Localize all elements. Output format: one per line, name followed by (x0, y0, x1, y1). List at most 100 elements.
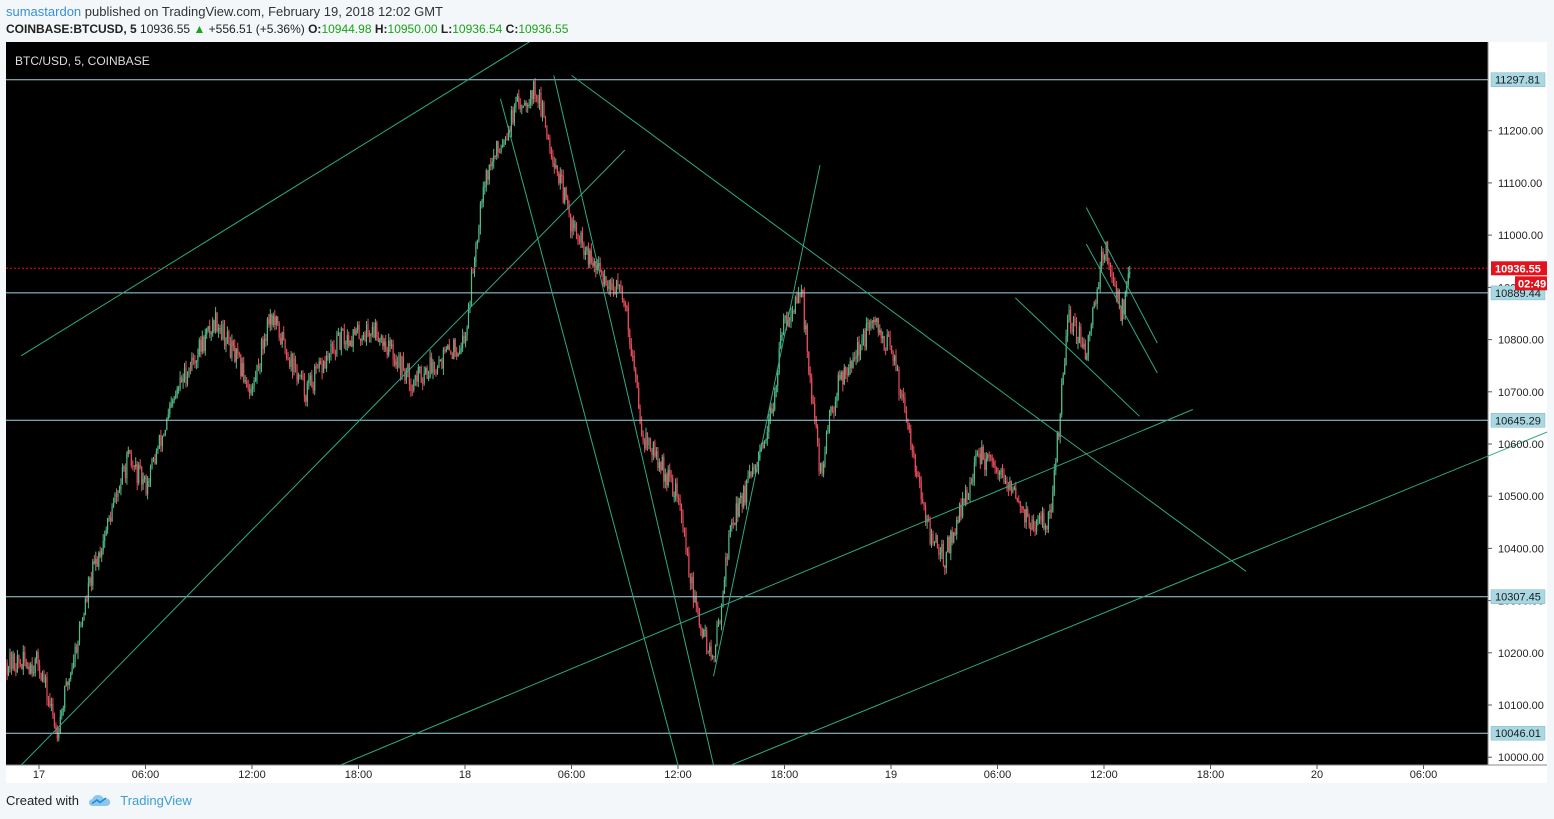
candle-body (43, 673, 45, 683)
candle-body (1065, 336, 1067, 365)
candle-body (654, 442, 656, 457)
candle-body (531, 90, 533, 99)
candle-body (1015, 487, 1017, 499)
candle-body (716, 624, 718, 646)
candle-body (1046, 525, 1048, 530)
candle-body (749, 471, 751, 477)
candle-body (859, 345, 862, 355)
candle-body (960, 504, 962, 517)
candle-body (1075, 322, 1078, 344)
candle-body (71, 667, 73, 674)
candle-body (1098, 287, 1100, 289)
candle-body (256, 364, 258, 378)
candle-body (701, 629, 703, 638)
candle-body (617, 280, 619, 286)
candle-body (407, 364, 409, 371)
candle-body (1127, 274, 1129, 285)
author-link[interactable]: sumastardon (6, 4, 82, 19)
candle-body (506, 139, 508, 141)
candle-body (852, 358, 854, 369)
candle-body (783, 318, 785, 335)
candle-body (333, 346, 335, 354)
x-tick-label: 17 (33, 769, 45, 781)
candle-body (805, 325, 807, 330)
candle-body (428, 377, 430, 379)
candle-body (49, 700, 51, 706)
candle-body (719, 621, 721, 623)
candle-body (845, 367, 847, 374)
candle-body (862, 330, 865, 340)
candle-body (904, 397, 906, 413)
candle-body (1061, 384, 1063, 415)
candle-body (1077, 342, 1079, 344)
plot-background (6, 42, 1488, 765)
y-tick-label: 10800.00 (1498, 335, 1544, 347)
candle-body (898, 369, 900, 395)
candle-body (12, 654, 14, 669)
candle-body (550, 147, 552, 157)
candle-body (657, 451, 659, 469)
candle-body (500, 147, 502, 153)
candle-body (213, 320, 215, 332)
candle-body (586, 247, 588, 251)
candle-body (99, 552, 101, 557)
candle-body (1022, 506, 1024, 510)
candle-body (399, 354, 402, 376)
candle-body (342, 328, 344, 331)
candle-body (1040, 515, 1042, 521)
candle-body (620, 284, 622, 288)
price-chart[interactable]: 11200.0011100.0011000.0010900.0010800.00… (6, 37, 1554, 783)
candle-body (238, 353, 240, 355)
close-value: 10936.55 (518, 22, 569, 36)
candle-body (553, 163, 555, 168)
candle-body (941, 544, 943, 553)
candle-body (189, 368, 192, 370)
candle-body (154, 458, 156, 464)
candle-body (95, 558, 97, 564)
candle-body (204, 334, 206, 352)
candle-body (855, 356, 857, 359)
candle-body (609, 280, 612, 290)
candle-body (16, 655, 18, 673)
chart-container[interactable]: 11200.0011100.0011000.0010900.0010800.00… (6, 37, 1554, 783)
candle-body (362, 334, 365, 339)
candle-body (871, 321, 873, 323)
candle-body (212, 320, 214, 334)
candle-body (173, 397, 175, 401)
candle-body (527, 105, 529, 107)
candle-body (639, 408, 641, 424)
candle-body (757, 458, 760, 472)
candle-body (55, 726, 57, 729)
candle-body (957, 520, 959, 522)
candle-body (590, 250, 592, 263)
candle-body (1072, 318, 1075, 332)
level-price-label-bg (1490, 413, 1546, 428)
candle-body (660, 462, 662, 471)
candle-body (899, 394, 902, 396)
candle-body (524, 102, 526, 106)
candle-body (954, 532, 956, 535)
candle-body (976, 453, 978, 455)
candle-body (479, 203, 481, 228)
candle-body (326, 356, 328, 369)
high-label: H: (374, 22, 388, 36)
candle-body (351, 340, 353, 347)
candle-body (886, 334, 888, 351)
candle-body (544, 117, 547, 128)
time-axis[interactable]: 17 06:00 12:00 18:00 18 06:00 12:00 18:00 19 06:0… (33, 765, 1437, 781)
candle-body (962, 498, 964, 517)
candle-body (269, 314, 271, 325)
tradingview-link[interactable]: TradingView (120, 793, 192, 808)
candle-body (848, 368, 850, 376)
candle-body (398, 354, 400, 368)
low-value: 10936.54 (452, 22, 503, 36)
candle-body (147, 481, 149, 495)
candle-body (494, 156, 496, 157)
candle-body (935, 535, 937, 543)
candle-body (723, 580, 725, 594)
candle-body (340, 328, 342, 350)
candle-body (547, 137, 549, 140)
candle-body (1013, 487, 1015, 490)
candle-body (694, 596, 696, 603)
candle-body (923, 502, 925, 506)
